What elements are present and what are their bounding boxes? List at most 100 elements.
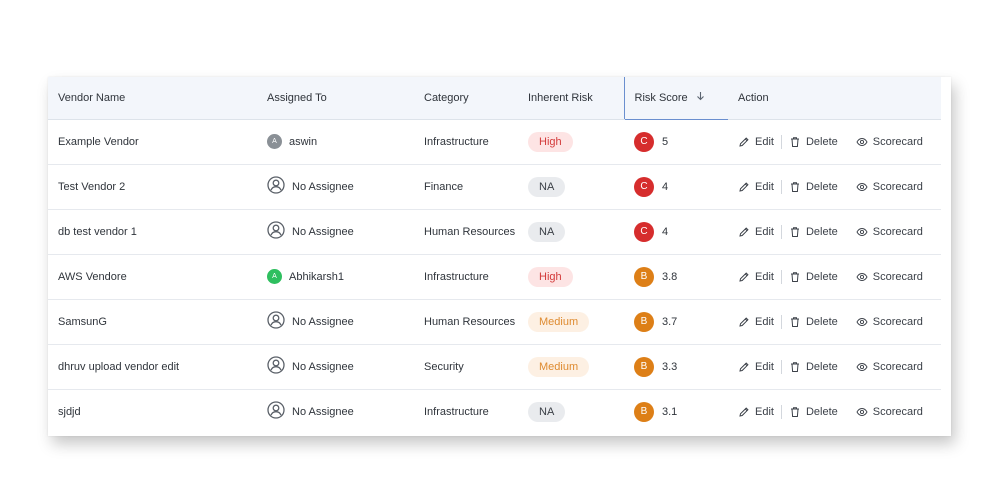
edit-button[interactable]: Edit [738,406,774,418]
edit-button[interactable]: Edit [738,226,774,238]
risk-badge: NA [528,221,566,242]
trash-icon [789,316,801,328]
risk-badge: High [528,266,573,287]
grade-badge: C [634,221,654,242]
scorecard-label: Scorecard [872,180,923,193]
action-divider [780,404,782,419]
delete-button[interactable]: Delete [789,316,838,328]
vendor-name-cell[interactable]: SamsunG [48,298,257,344]
delete-button[interactable]: Delete [789,406,838,418]
scorecard-button[interactable]: Scorecard [856,136,923,148]
assigned-to-cell: No Assignee [257,208,414,254]
action-cell: Edit Delete Scorecard [728,343,941,389]
category-cell: Infrastructure [414,388,518,434]
scorecard-label: Scorecard [872,135,923,148]
delete-label: Delete [805,180,838,193]
delete-button[interactable]: Delete [789,271,838,283]
assignee-name: No Assignee [292,405,354,418]
inherent-risk-cell: Medium [518,343,624,389]
header-risk-score[interactable]: Risk Score [623,77,728,120]
table-row[interactable]: dhruv upload vendor edit No Assignee Sec… [48,343,941,389]
action-divider [780,134,782,149]
scorecard-button[interactable]: Scorecard [856,181,923,193]
header-risk-score-label: Risk Score [634,92,688,105]
delete-button[interactable]: Delete [789,226,838,238]
scorecard-button[interactable]: Scorecard [856,316,923,328]
table-row[interactable]: SamsunG No Assignee Human Resources Medi… [48,298,941,344]
vendor-name-cell[interactable]: sjdjd [48,388,257,434]
delete-button[interactable]: Delete [789,181,838,193]
action-cell: Edit Delete Scorecard [728,208,941,254]
scorecard-label: Scorecard [872,270,923,283]
edit-button[interactable]: Edit [738,316,774,328]
delete-label: Delete [805,405,838,418]
pencil-icon [738,136,750,148]
pencil-icon [738,181,750,193]
table-row[interactable]: db test vendor 1 No Assignee Human Resou… [48,208,941,254]
action-divider [780,314,782,329]
grade-badge: B [634,266,654,287]
inherent-risk-cell: High [518,253,624,299]
risk-score-value: 4 [662,180,669,193]
grade-badge: C [634,176,654,197]
scorecard-button[interactable]: Scorecard [856,226,923,238]
vendor-name-cell[interactable]: Example Vendor [58,135,139,148]
category-cell: Infrastructure [424,135,489,148]
risk-score-cell: C 5 [624,119,728,164]
scorecard-button[interactable]: Scorecard [856,271,923,283]
assigned-to-cell: A Abhikarsh1 [257,253,414,299]
pencil-icon [738,361,750,373]
scorecard-button[interactable]: Scorecard [856,361,923,373]
vendor-name-cell[interactable]: dhruv upload vendor edit [48,343,257,389]
risk-score-value: 3.1 [662,405,678,418]
user-icon [267,176,285,197]
edit-label: Edit [755,270,774,283]
risk-score-cell: B 3.7 [624,298,728,344]
delete-label: Delete [805,225,838,238]
edit-label: Edit [755,135,774,148]
user-icon [267,356,285,377]
risk-badge: Medium [528,356,590,377]
risk-score-cell: C 4 [624,208,728,254]
header-vendor-name[interactable]: Vendor Name [48,77,257,120]
vendor-name-cell[interactable]: AWS Vendore [48,253,257,299]
inherent-risk-cell: Medium [518,298,624,344]
vendor-name-cell[interactable]: Test Vendor 2 [48,163,257,209]
category-cell: Human Resources [414,298,518,344]
risk-score-value: 3.8 [662,270,678,283]
arrow-down-icon[interactable] [696,91,705,104]
header-action: Action [728,77,941,120]
delete-button[interactable]: Delete [789,361,838,373]
edit-button[interactable]: Edit [738,181,774,193]
edit-button[interactable]: Edit [738,136,774,148]
assigned-to-cell: No Assignee [257,298,414,344]
action-divider [780,179,782,194]
table-row[interactable]: Test Vendor 2 No Assignee Finance NA C 4… [48,163,941,209]
scorecard-button[interactable]: Scorecard [856,406,923,418]
avatar: A [267,134,282,149]
inherent-risk-cell: High [518,119,624,164]
action-cell: Edit Delete Scorecard [728,253,941,299]
risk-score-cell: C 4 [624,163,728,209]
trash-icon [789,226,801,238]
edit-button[interactable]: Edit [738,361,774,373]
delete-button[interactable]: Delete [789,136,838,148]
table-row[interactable]: AWS Vendore A Abhikarsh1 Infrastructure H… [48,253,941,299]
vendor-name-cell[interactable]: db test vendor 1 [48,208,257,254]
table-row[interactable]: sjdjd No Assignee Infrastructure NA B 3.… [48,388,941,434]
vendor-table: Vendor Name Assigned To Category Inheren… [48,77,941,434]
eye-icon [856,181,868,193]
header-category[interactable]: Category [414,77,518,120]
action-cell: Edit Delete Scorecard [728,298,941,344]
delete-label: Delete [805,135,838,148]
eye-icon [856,406,868,418]
inherent-risk-cell: NA [518,163,624,209]
risk-badge: NA [528,176,566,197]
header-assigned-to[interactable]: Assigned To [257,77,414,120]
scorecard-label: Scorecard [872,315,923,328]
header-inherent-risk[interactable]: Inherent Risk [518,77,624,120]
edit-button[interactable]: Edit [738,271,774,283]
action-cell: Edit Delete Scorecard [728,388,941,434]
edit-label: Edit [755,315,774,328]
